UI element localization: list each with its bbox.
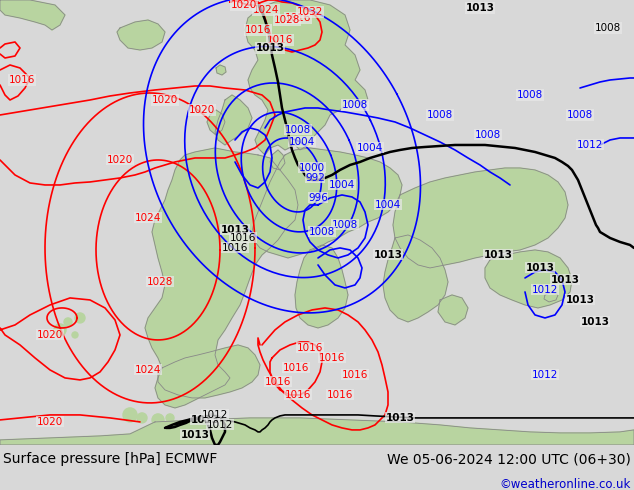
- Text: 1016: 1016: [230, 233, 256, 243]
- Text: 1016: 1016: [285, 390, 311, 400]
- Text: 1028: 1028: [147, 277, 173, 287]
- Text: 1008: 1008: [285, 125, 311, 135]
- Text: 1013: 1013: [484, 250, 512, 260]
- Text: 1008: 1008: [342, 100, 368, 110]
- Text: 1020: 1020: [107, 155, 133, 165]
- Text: 1008: 1008: [567, 110, 593, 120]
- Text: 1020: 1020: [231, 0, 257, 10]
- Text: 996: 996: [308, 193, 328, 203]
- Text: 1012: 1012: [207, 420, 233, 430]
- Text: Surface pressure [hPa] ECMWF: Surface pressure [hPa] ECMWF: [3, 452, 217, 466]
- Text: 1013: 1013: [581, 317, 609, 327]
- Polygon shape: [383, 235, 448, 322]
- Polygon shape: [438, 295, 468, 325]
- Polygon shape: [158, 345, 260, 398]
- Text: 1012: 1012: [577, 140, 603, 150]
- Text: 1016: 1016: [222, 243, 248, 253]
- Circle shape: [75, 313, 85, 323]
- Circle shape: [64, 318, 72, 326]
- Circle shape: [54, 324, 66, 336]
- Polygon shape: [145, 148, 298, 408]
- Polygon shape: [117, 20, 165, 50]
- Polygon shape: [215, 95, 252, 145]
- Text: 1016: 1016: [342, 370, 368, 380]
- Text: 1016: 1016: [9, 75, 36, 85]
- Polygon shape: [0, 418, 634, 445]
- Text: ©weatheronline.co.uk: ©weatheronline.co.uk: [500, 478, 631, 490]
- Polygon shape: [252, 148, 402, 258]
- Text: 1016: 1016: [245, 25, 271, 35]
- Text: 1013: 1013: [190, 415, 219, 425]
- Text: 1024: 1024: [135, 365, 161, 375]
- Text: 1008: 1008: [595, 23, 621, 33]
- Polygon shape: [393, 168, 568, 268]
- Text: 1013: 1013: [526, 263, 555, 273]
- Text: 1020: 1020: [37, 330, 63, 340]
- Text: 1020: 1020: [152, 95, 178, 105]
- Polygon shape: [485, 250, 572, 308]
- Text: 1012: 1012: [532, 285, 558, 295]
- Text: 1016: 1016: [319, 353, 345, 363]
- Text: 1008: 1008: [517, 90, 543, 100]
- Text: 1004: 1004: [375, 200, 401, 210]
- Text: 1013: 1013: [373, 250, 403, 260]
- Text: 1008: 1008: [475, 130, 501, 140]
- Text: 1004: 1004: [357, 143, 383, 153]
- Polygon shape: [544, 292, 558, 302]
- Circle shape: [166, 414, 174, 422]
- Text: 1013: 1013: [566, 295, 595, 305]
- Text: 992: 992: [305, 173, 325, 183]
- Polygon shape: [245, 0, 368, 155]
- Text: 1004: 1004: [329, 180, 355, 190]
- Text: 1013: 1013: [181, 430, 209, 440]
- Polygon shape: [216, 65, 226, 75]
- Text: 1016: 1016: [285, 13, 311, 23]
- Text: 1016: 1016: [327, 390, 353, 400]
- Text: 1008: 1008: [427, 110, 453, 120]
- Text: 1008: 1008: [332, 220, 358, 230]
- Text: 1024: 1024: [135, 213, 161, 223]
- Text: 1016: 1016: [297, 343, 323, 353]
- Text: 1013: 1013: [465, 3, 495, 13]
- Text: 1024: 1024: [253, 5, 279, 15]
- Circle shape: [123, 408, 137, 422]
- Text: 1000: 1000: [299, 163, 325, 173]
- Polygon shape: [207, 110, 225, 135]
- Text: 1028: 1028: [274, 15, 300, 25]
- Text: 1013: 1013: [385, 413, 415, 423]
- Polygon shape: [270, 150, 285, 170]
- Text: 1012: 1012: [532, 370, 558, 380]
- Text: 1013: 1013: [550, 275, 579, 285]
- Text: 1013: 1013: [256, 43, 285, 53]
- Text: 1004: 1004: [289, 137, 315, 147]
- Text: 1020: 1020: [37, 417, 63, 427]
- Text: 1016: 1016: [265, 377, 291, 387]
- Circle shape: [152, 414, 164, 426]
- Text: 1012: 1012: [202, 410, 228, 420]
- Text: 1008: 1008: [309, 227, 335, 237]
- Text: 1013: 1013: [221, 225, 250, 235]
- Text: 1016: 1016: [267, 35, 293, 45]
- Text: 1032: 1032: [297, 7, 323, 17]
- Polygon shape: [295, 245, 348, 328]
- Circle shape: [137, 413, 147, 423]
- Text: We 05-06-2024 12:00 UTC (06+30): We 05-06-2024 12:00 UTC (06+30): [387, 452, 631, 466]
- Circle shape: [72, 332, 78, 338]
- Text: 1020: 1020: [189, 105, 215, 115]
- Polygon shape: [0, 0, 65, 30]
- Text: 1016: 1016: [283, 363, 309, 373]
